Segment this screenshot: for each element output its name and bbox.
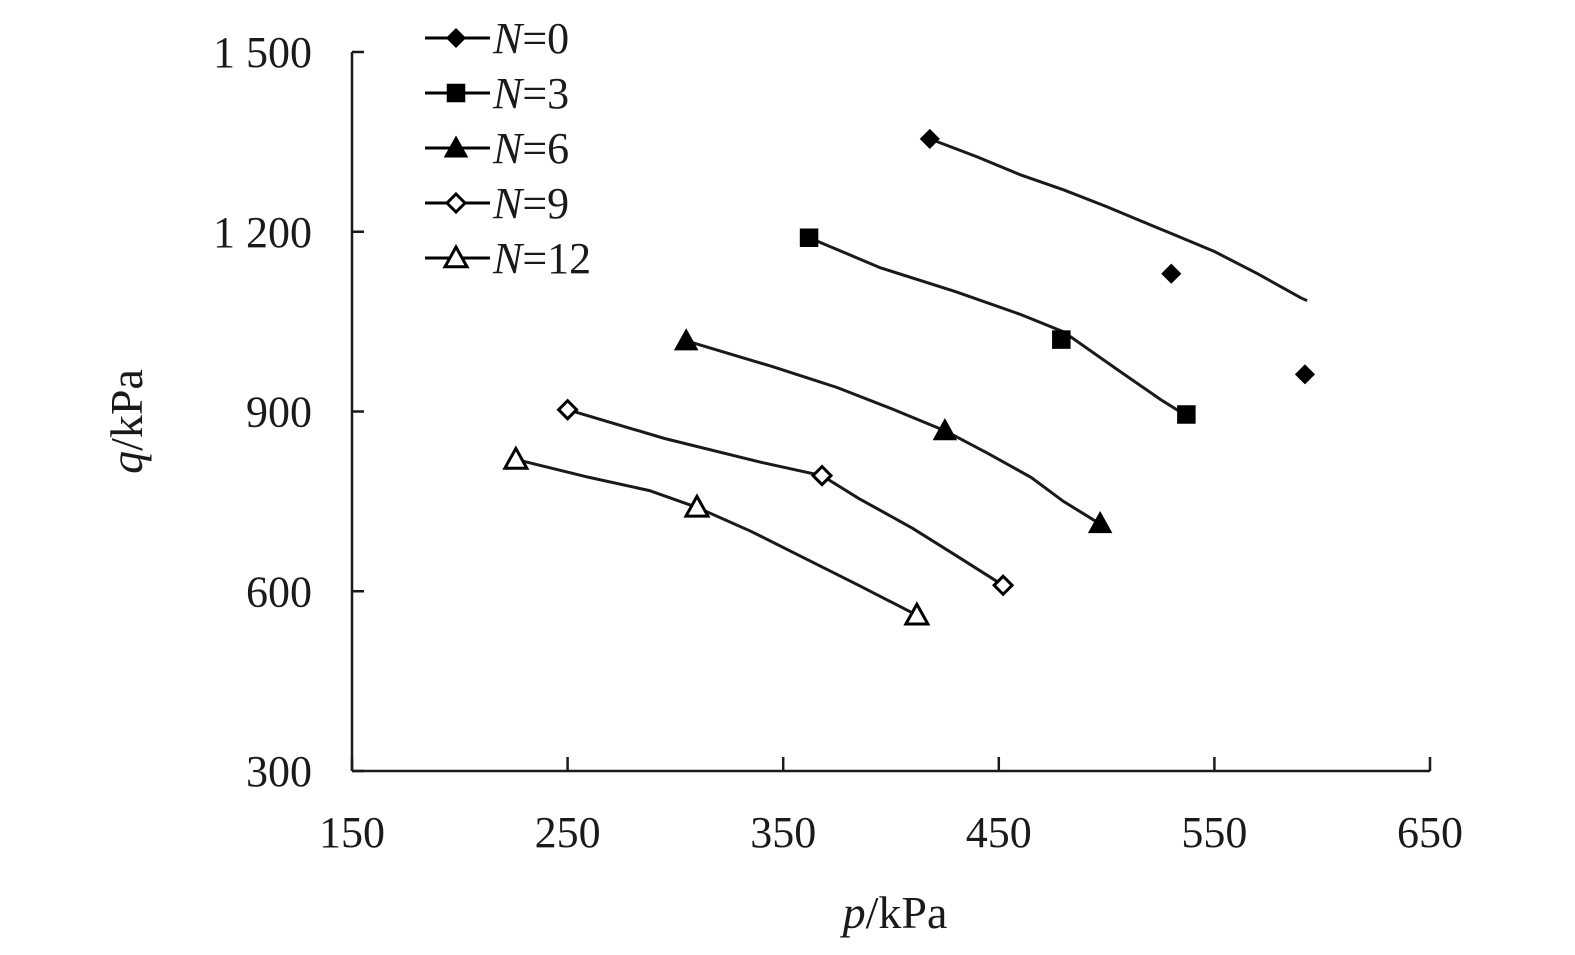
series-line bbox=[808, 236, 1188, 417]
y-axis-label-unit: /kPa bbox=[101, 369, 152, 451]
y-ticks: 300 600 900 1 200 1 500 bbox=[213, 28, 364, 796]
x-tick-label: 150 bbox=[319, 808, 385, 857]
x-axis-label: p/kPa bbox=[840, 887, 948, 938]
legend-item: N=9 bbox=[425, 179, 569, 228]
y-axis-label-var: q bbox=[101, 451, 152, 474]
legend-marker bbox=[444, 191, 468, 215]
legend-label: N=12 bbox=[492, 234, 591, 283]
legend-marker bbox=[446, 83, 466, 103]
data-point bbox=[1087, 510, 1113, 534]
legend-label-var: N bbox=[492, 234, 525, 283]
x-tick-label: 550 bbox=[1181, 808, 1247, 857]
y-tick-label: 1 500 bbox=[213, 28, 312, 77]
series-3 bbox=[556, 398, 1015, 597]
y-tick-label: 600 bbox=[246, 567, 312, 616]
legend-item: N=0 bbox=[425, 14, 569, 63]
legend-label-value: =3 bbox=[522, 69, 569, 118]
data-point bbox=[919, 128, 940, 149]
legend-label-var: N bbox=[492, 179, 525, 228]
series-line bbox=[929, 137, 1308, 303]
data-point bbox=[991, 574, 1015, 597]
legend: N=0N=3N=6N=9N=12 bbox=[425, 14, 591, 283]
series-1 bbox=[799, 228, 1196, 424]
legend-label: N=6 bbox=[492, 124, 569, 173]
legend-label: N=3 bbox=[492, 69, 569, 118]
data-point bbox=[1052, 330, 1071, 349]
legend-item: N=3 bbox=[425, 69, 569, 118]
legend-marker bbox=[445, 27, 467, 49]
legend-label-value: =0 bbox=[522, 14, 569, 63]
y-tick-label: 1 200 bbox=[213, 208, 312, 257]
data-point bbox=[683, 493, 711, 518]
x-ticks: 150 250 350 450 550 650 bbox=[319, 757, 1463, 857]
series-line bbox=[685, 339, 1104, 527]
x-axis-label-unit: /kPa bbox=[866, 887, 948, 938]
legend-label: N=0 bbox=[492, 14, 569, 63]
legend-marker bbox=[442, 243, 470, 269]
data-point bbox=[502, 445, 530, 470]
y-tick-label: 900 bbox=[246, 388, 312, 437]
x-tick-label: 350 bbox=[750, 808, 816, 857]
legend-label: N=9 bbox=[492, 179, 569, 228]
x-axis-label-var: p bbox=[840, 887, 866, 938]
data-point bbox=[799, 228, 819, 247]
data-point bbox=[810, 464, 834, 487]
data-point bbox=[673, 328, 699, 351]
legend-label-value: =9 bbox=[522, 179, 569, 228]
legend-label-var: N bbox=[492, 124, 525, 173]
series-line bbox=[567, 408, 1004, 587]
data-point bbox=[1161, 263, 1182, 284]
data-point bbox=[556, 398, 579, 421]
x-tick-label: 450 bbox=[966, 808, 1032, 857]
data-point bbox=[932, 418, 958, 441]
data-point bbox=[1177, 405, 1196, 424]
y-axis-label: q/kPa bbox=[101, 369, 152, 474]
data-point bbox=[903, 601, 931, 626]
series-line bbox=[515, 457, 918, 617]
data-point bbox=[1294, 364, 1316, 385]
series-4 bbox=[502, 445, 931, 626]
legend-label-value: =6 bbox=[522, 124, 569, 173]
legend-label-var: N bbox=[492, 69, 525, 118]
legend-marker bbox=[443, 135, 469, 158]
legend-label-var: N bbox=[492, 14, 525, 63]
x-tick-label: 650 bbox=[1397, 808, 1463, 857]
series-2 bbox=[673, 328, 1113, 534]
y-tick-label: 300 bbox=[246, 747, 312, 796]
legend-label-value: =12 bbox=[522, 234, 591, 283]
series-0 bbox=[919, 128, 1316, 385]
series-group bbox=[502, 128, 1316, 626]
legend-item: N=12 bbox=[425, 234, 591, 283]
x-tick-label: 250 bbox=[535, 808, 601, 857]
legend-item: N=6 bbox=[425, 124, 569, 173]
